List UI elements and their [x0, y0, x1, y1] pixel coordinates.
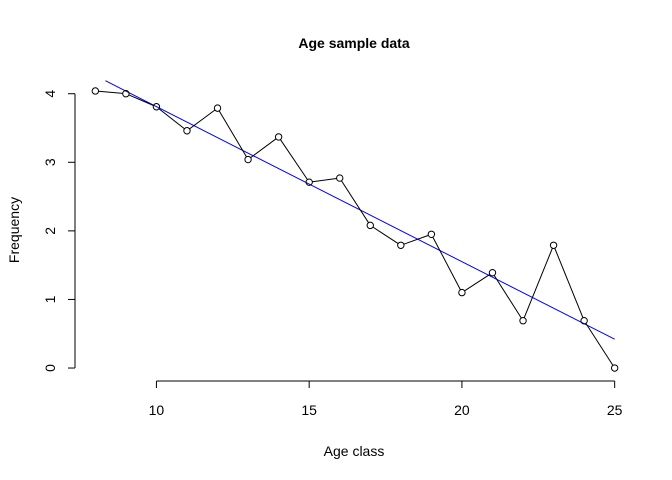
data-point — [519, 317, 527, 325]
data-point — [305, 178, 313, 186]
series-segment — [128, 94, 154, 106]
x-axis: 10 15 20 25 — [149, 380, 623, 418]
series-segment — [280, 139, 308, 180]
x-tick-label: 20 — [454, 402, 470, 418]
y-tick-label: 1 — [42, 295, 58, 303]
series-segment — [554, 248, 584, 318]
series-segment — [250, 138, 277, 159]
series-segment — [312, 177, 337, 183]
series-segment — [432, 236, 461, 290]
data-point — [336, 174, 344, 182]
series-segment — [372, 226, 399, 244]
data-point — [366, 221, 374, 230]
y-tick-label: 2 — [42, 227, 58, 235]
series-segment — [464, 274, 491, 292]
y-tick-label: 0 — [42, 364, 58, 372]
data-point — [213, 104, 222, 112]
y-tick-label: 3 — [42, 158, 58, 166]
data-point — [91, 87, 100, 95]
data-point — [488, 269, 497, 277]
data-point — [122, 90, 130, 98]
data-point — [397, 241, 405, 249]
y-axis: 0 1 2 3 4 — [42, 90, 76, 372]
series-segment — [403, 234, 429, 245]
series-segment — [218, 110, 247, 158]
series-layer — [91, 87, 619, 372]
y-tick-label: 4 — [42, 90, 58, 98]
y-axis-label: Frequency — [6, 197, 22, 263]
series-segment — [523, 248, 553, 318]
series-segment — [189, 109, 216, 130]
data-point — [458, 288, 466, 297]
data-point — [274, 133, 283, 141]
x-tick-label: 25 — [607, 402, 623, 418]
data-point — [152, 103, 161, 111]
data-point — [183, 127, 191, 135]
series-segment — [585, 323, 614, 366]
series-segment — [98, 90, 123, 94]
data-point — [549, 241, 558, 249]
x-tick-label: 15 — [301, 402, 317, 418]
series-segment — [341, 180, 369, 223]
data-point — [427, 230, 436, 239]
data-point — [244, 155, 252, 164]
x-axis-label: Age class — [324, 443, 385, 459]
data-point — [610, 364, 619, 372]
series-segment — [493, 275, 522, 319]
x-tick-label: 10 — [149, 402, 165, 418]
series-segment — [158, 108, 185, 130]
data-point — [580, 317, 588, 325]
chart-title: Age sample data — [298, 35, 409, 51]
